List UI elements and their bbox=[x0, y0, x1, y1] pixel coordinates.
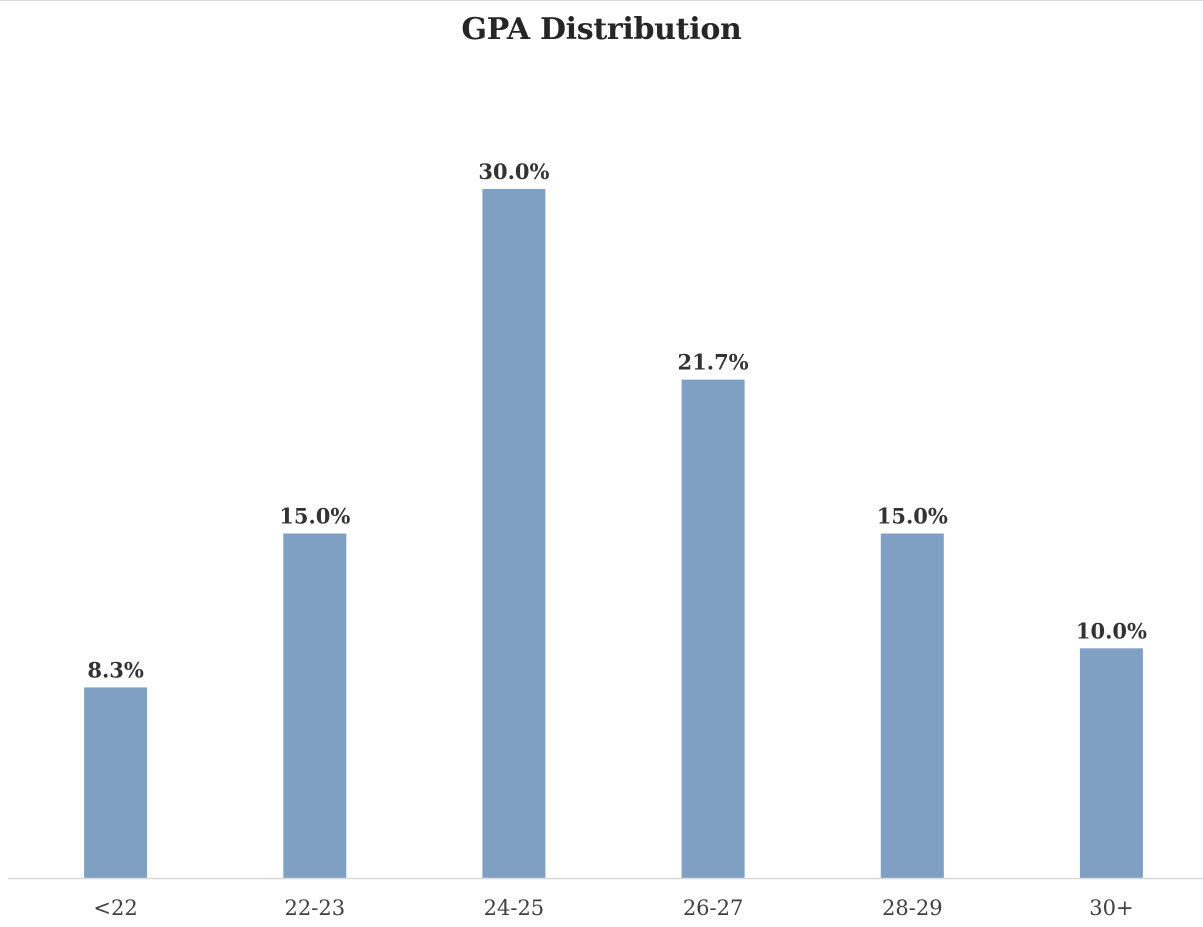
bar-0 bbox=[84, 687, 148, 878]
x-tick-labels-group: <22 22-23 24-25 26-27 28-29 30+ bbox=[93, 896, 1133, 920]
data-label-4: 15.0% bbox=[877, 504, 948, 529]
data-labels-group: 8.3% 15.0% 30.0% 21.7% 15.0% 10.0% bbox=[87, 159, 1147, 682]
x-tick-label-0: <22 bbox=[93, 896, 137, 920]
data-label-2: 30.0% bbox=[478, 159, 549, 184]
x-tick-label-3: 26-27 bbox=[683, 896, 744, 920]
x-tick-label-2: 24-25 bbox=[484, 896, 545, 920]
bar-3 bbox=[681, 379, 745, 878]
bars-group bbox=[84, 189, 1143, 878]
bar-1 bbox=[283, 533, 347, 878]
bar-4 bbox=[880, 533, 944, 878]
data-label-3: 21.7% bbox=[678, 350, 749, 375]
data-label-0: 8.3% bbox=[87, 657, 144, 682]
bar-5 bbox=[1079, 648, 1143, 878]
x-tick-label-5: 30+ bbox=[1089, 896, 1133, 920]
x-tick-label-1: 22-23 bbox=[285, 896, 346, 920]
data-label-1: 15.0% bbox=[279, 504, 350, 529]
x-tick-label-4: 28-29 bbox=[882, 896, 943, 920]
top-border bbox=[0, 0, 1203, 1]
data-label-5: 10.0% bbox=[1076, 618, 1147, 643]
chart-title: GPA Distribution bbox=[461, 12, 742, 47]
bar-2 bbox=[482, 189, 546, 878]
